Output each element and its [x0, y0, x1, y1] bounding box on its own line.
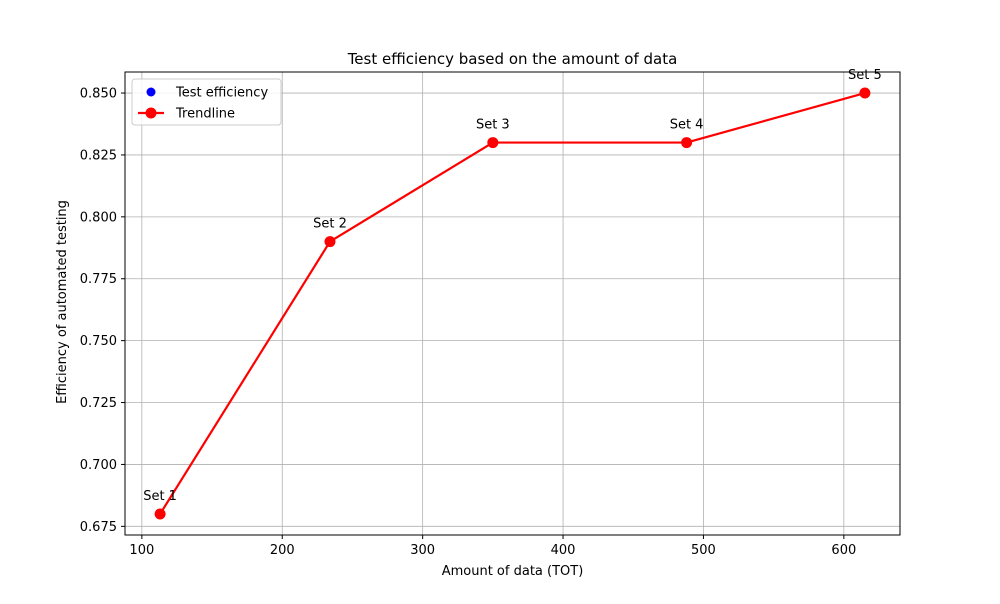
y-tick-label: 0.775 — [80, 272, 117, 287]
x-tick-label: 600 — [831, 543, 856, 558]
trendline-marker — [487, 137, 499, 149]
axes: 100 200 300 400 500 600 0.675 0.700 0.725 0.750 0.… — [80, 71, 901, 558]
legend: Test efficiency Trendline — [131, 78, 282, 126]
legend-line-marker — [145, 107, 157, 119]
trendline-marker — [324, 236, 336, 248]
y-tick-label: 0.700 — [80, 458, 117, 473]
point-annotation: Set 5 — [848, 68, 882, 83]
x-tick-label: 500 — [691, 543, 716, 558]
y-tick-label: 0.800 — [80, 210, 117, 225]
point-annotation: Set 3 — [476, 118, 510, 133]
y-tick-label: 0.825 — [80, 148, 117, 163]
trendline-marker — [681, 137, 693, 149]
x-tick-label: 200 — [270, 543, 295, 558]
legend-scatter-marker — [146, 87, 156, 97]
trendline-marker — [859, 87, 871, 99]
x-axis-label: Amount of data (TOT) — [442, 564, 584, 579]
legend-box — [131, 78, 282, 126]
legend-label-test-efficiency: Test efficiency — [175, 86, 268, 101]
y-tick-label: 0.850 — [80, 87, 117, 102]
plot-frame — [124, 71, 901, 536]
x-tick-label: 100 — [129, 543, 154, 558]
x-tick-label: 400 — [551, 543, 576, 558]
series-layer — [154, 87, 871, 520]
trendline-marker — [154, 508, 166, 520]
legend-label-trendline: Trendline — [175, 107, 235, 122]
x-tick-label: 300 — [410, 543, 435, 558]
point-annotations: Set 1 Set 2 Set 3 Set 4 Set 5 — [143, 68, 882, 504]
chart-title: Test efficiency based on the amount of d… — [347, 50, 678, 68]
point-annotation: Set 4 — [670, 118, 704, 133]
point-annotation: Set 2 — [313, 217, 347, 232]
trendline — [159, 91, 866, 515]
y-tick-label: 0.725 — [80, 396, 117, 411]
y-axis-label: Efficiency of automated testing — [55, 200, 70, 404]
y-tick-label: 0.750 — [80, 334, 117, 349]
grid-lines — [125, 72, 900, 535]
y-tick-label: 0.675 — [80, 520, 117, 535]
point-annotation: Set 1 — [143, 489, 177, 504]
